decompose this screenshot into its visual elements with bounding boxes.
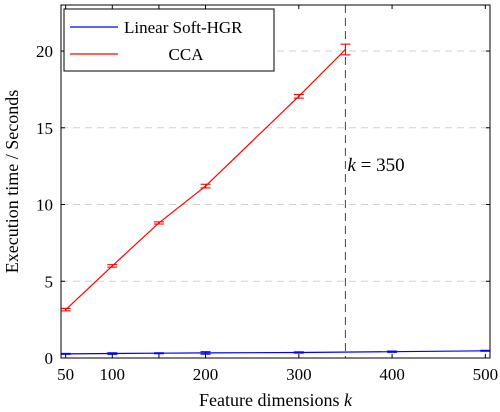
- y-axis-title-group: Execution time / Seconds: [2, 90, 22, 273]
- data-point: [204, 185, 207, 187]
- data-point: [298, 95, 300, 98]
- y-tick-label: 0: [45, 349, 54, 368]
- data-point: [111, 352, 114, 355]
- grid-lines: [61, 50, 490, 282]
- data-point: [391, 350, 393, 353]
- y-tick-label: 10: [36, 196, 53, 215]
- data-point: [158, 352, 160, 355]
- data-point: [204, 352, 207, 354]
- legend-box: [63, 8, 275, 72]
- plot-frame: [60, 4, 491, 359]
- series-group: [60, 43, 491, 355]
- y-tick-label: 20: [36, 42, 53, 61]
- series-line-0: [65, 350, 486, 355]
- x-tick-label: 50: [57, 365, 74, 384]
- y-tick-label: 5: [45, 272, 54, 291]
- data-point: [484, 349, 487, 352]
- data-point: [64, 308, 67, 311]
- x-tick-label: 200: [193, 365, 219, 384]
- series-line-1: [65, 49, 346, 311]
- legend: Linear Soft-HGR CCA: [63, 8, 275, 72]
- k-annotation-label: k = 350: [347, 155, 404, 176]
- data-point: [344, 48, 347, 51]
- x-tick-label: 100: [100, 365, 126, 384]
- data-point: [111, 265, 114, 267]
- data-point: [298, 351, 300, 354]
- y-axis-title: Execution time / Seconds: [2, 90, 22, 273]
- legend-label: CCA: [169, 45, 205, 64]
- axis-ticks: 50 100 200 300 400 500 0 5 10 15 20: [36, 5, 498, 384]
- y-tick-label: 15: [36, 119, 53, 138]
- data-point: [158, 222, 160, 224]
- annotations: k = 350: [347, 155, 404, 176]
- x-tick-label: 500: [473, 365, 499, 384]
- x-axis-title: Feature dimensions k: [199, 390, 353, 410]
- x-tick-label: 300: [286, 365, 312, 384]
- x-tick-label: 400: [379, 365, 405, 384]
- legend-label: Linear Soft-HGR: [124, 18, 243, 37]
